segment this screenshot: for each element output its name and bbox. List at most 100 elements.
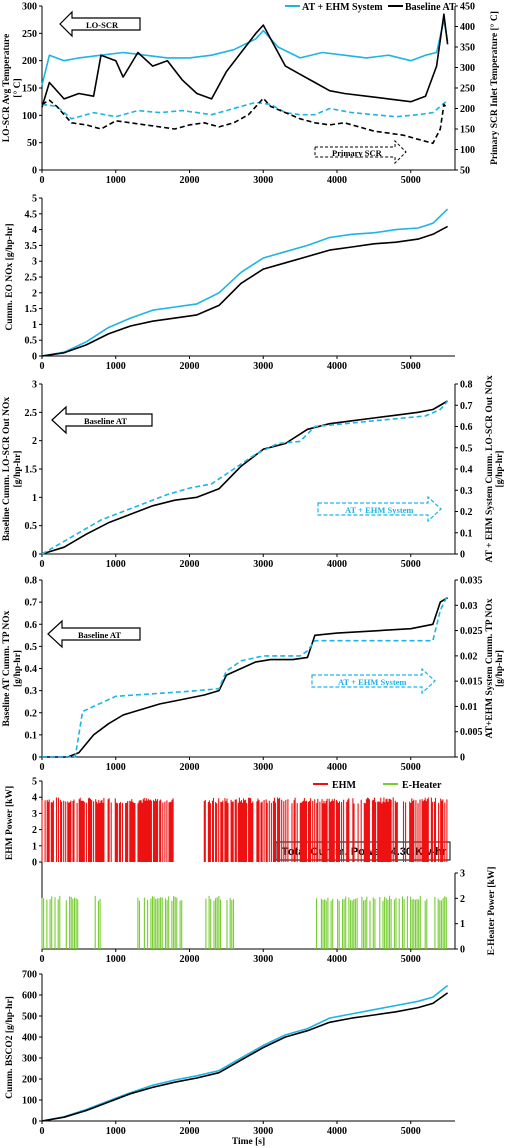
y2-tick-label: 350 [460, 43, 475, 54]
y-axis-label: LO-SCR Avg Temperature [2, 34, 12, 142]
y2-tick-label: 2 [460, 894, 465, 905]
y2-tick-label: 0.5 [460, 443, 473, 454]
x-tick-label: 1000 [106, 175, 126, 186]
series-line-1 [41, 992, 449, 1122]
y2-axis-label-unit: [g/hp-hr] [495, 650, 505, 687]
y-tick-label: 400 [22, 1033, 37, 1044]
annotation-tp-baseline-text: Baseline AT [78, 630, 121, 640]
x-tick-label: 3000 [253, 361, 273, 372]
panel-power: 0 1 2 3 4 5 0 1 2 3 0 1000 2000 3000 4000 5000 EHM Power… [5, 777, 497, 966]
x-tick-label: 1000 [106, 954, 126, 965]
y-tick-label: 0.4 [25, 664, 38, 675]
annotation-lo-scr-text: LO-SCR [86, 20, 119, 30]
right-arrow-icon [317, 495, 442, 523]
y-axis-label: Baseline AT Cumm. TP NOx [2, 610, 12, 726]
series-line-1 [41, 225, 448, 357]
x-tick-label: 1000 [106, 361, 126, 372]
y2-axis-label: AT + EHM System Cumm. LO-SCR Out NOx [485, 375, 495, 562]
x-tick-label: 3000 [253, 762, 273, 773]
x-tick-label: 4000 [327, 175, 347, 186]
left-arrow-icon [47, 619, 141, 649]
y-tick-label: 3.5 [25, 241, 38, 252]
y-tick-label: 0 [32, 352, 37, 363]
y-tick-label: 4.5 [25, 209, 38, 220]
annotation-lo-ehm-text: AT + EHM System [345, 505, 414, 515]
annotation-tp-baseline: Baseline AT [47, 619, 141, 649]
y2-tick-label: 100 [460, 145, 475, 156]
y2-tick-label: 1 [460, 919, 465, 930]
x-tick-label: 5000 [401, 762, 421, 773]
y-tick-label: 0 [32, 166, 37, 177]
y-tick-label: 150 [22, 84, 37, 95]
series-line-0 [41, 984, 449, 1122]
x-tick-label: 0 [40, 361, 45, 372]
x-tick-label: 3000 [253, 1126, 273, 1137]
y-tick-label: 2.5 [25, 273, 38, 284]
x-tick-label: 5000 [401, 559, 421, 570]
y2-tick-label: 0.02 [460, 651, 478, 662]
x-tick-label: 2000 [180, 1126, 200, 1137]
y-tick-label: 0.2 [25, 708, 38, 719]
series-ehm-power [41, 797, 448, 862]
y2-tick-label: 0.005 [460, 727, 483, 738]
series-e-heater [41, 895, 447, 949]
y2-axis-label: E-Heater Power [kW] [487, 867, 497, 956]
y-axis-label-unit: [g/hp-hr] [13, 451, 23, 488]
y-tick-label: 600 [22, 991, 37, 1002]
x-tick-label: 0 [40, 954, 45, 965]
x-tick-label: 3000 [253, 175, 273, 186]
x-tick-label: 5000 [401, 1126, 421, 1137]
annotation-lo-ehm: AT + EHM System [317, 495, 442, 523]
right-arrow-icon [314, 139, 407, 165]
series-line-0 [42, 597, 449, 758]
y2-tick-label: 0.015 [460, 677, 483, 688]
y-axis-label: EHM Power [kW] [5, 786, 15, 860]
y2-tick-label: 0.8 [460, 380, 473, 391]
y-tick-label: 2 [32, 825, 37, 836]
y-tick-label: 0 [32, 1117, 37, 1128]
x-tick-label: 2000 [180, 175, 200, 186]
x-tick-label: 4000 [327, 1126, 347, 1137]
x-tick-label: 5000 [401, 175, 421, 186]
y2-tick-label: 300 [460, 63, 475, 74]
x-tick-label: 2000 [180, 361, 200, 372]
y2-tick-label: 0.3 [460, 486, 473, 497]
legend-text-baseline: Baseline AT [405, 2, 456, 13]
y-tick-label: 200 [22, 1075, 37, 1086]
y-tick-label: 100 [22, 1096, 37, 1107]
y-tick-label: 1 [32, 493, 37, 504]
y-axis-label: Cumm. EO NOx [g/hp-hr] [5, 223, 15, 330]
panel-eo_nox: 0 0.5 1 1.5 2 2.5 3 3.5 4 4.5 5 0 1000 2000 3000 4000 50… [5, 194, 455, 372]
y-tick-label: 1.5 [25, 465, 38, 476]
series-line-1 [42, 594, 449, 758]
y2-tick-label: 3 [460, 869, 465, 880]
y-axis-label: Baseline Cumm. LO-SCR Out NOx [2, 397, 12, 542]
x-tick-label: 0 [40, 559, 45, 570]
y-tick-label: 1 [32, 841, 37, 852]
x-tick-label: 1000 [106, 762, 126, 773]
y2-tick-label: 0.1 [460, 528, 473, 539]
series-line-2 [41, 99, 449, 120]
x-tick-label: 3000 [253, 954, 273, 965]
y2-tick-label: 0.4 [460, 465, 473, 476]
y-tick-label: 5 [32, 194, 37, 205]
legend-power: EHM E-Heater [313, 780, 442, 791]
series-line-0 [41, 400, 449, 555]
y2-tick-label: 0.025 [460, 626, 483, 637]
y-tick-label: 4 [32, 225, 37, 236]
y-tick-label: 0.7 [25, 598, 38, 609]
y-tick-label: 3 [32, 257, 37, 268]
series-line-3 [41, 97, 449, 145]
left-arrow-icon [51, 405, 153, 435]
y2-tick-label: 150 [460, 125, 475, 136]
panel-temperature: 0 50 100 150 200 250 300 50 100 150 200 250 300 350 40… [2, 2, 500, 187]
x-tick-label: 1000 [106, 559, 126, 570]
y-tick-label: 50 [27, 138, 37, 149]
y-tick-label: 700 [22, 970, 37, 981]
y-tick-label: 100 [22, 111, 37, 122]
y-tick-label: 0 [32, 858, 37, 869]
y2-tick-label: 400 [460, 22, 475, 33]
y-tick-label: 5 [32, 777, 37, 788]
panel-tp_nox: 0 0.1 0.2 0.3 0.4 0.5 0.6 0.7 0.8 0 0.005 0.01 0.015… [2, 576, 505, 774]
y2-tick-label: 0.03 [460, 601, 478, 612]
